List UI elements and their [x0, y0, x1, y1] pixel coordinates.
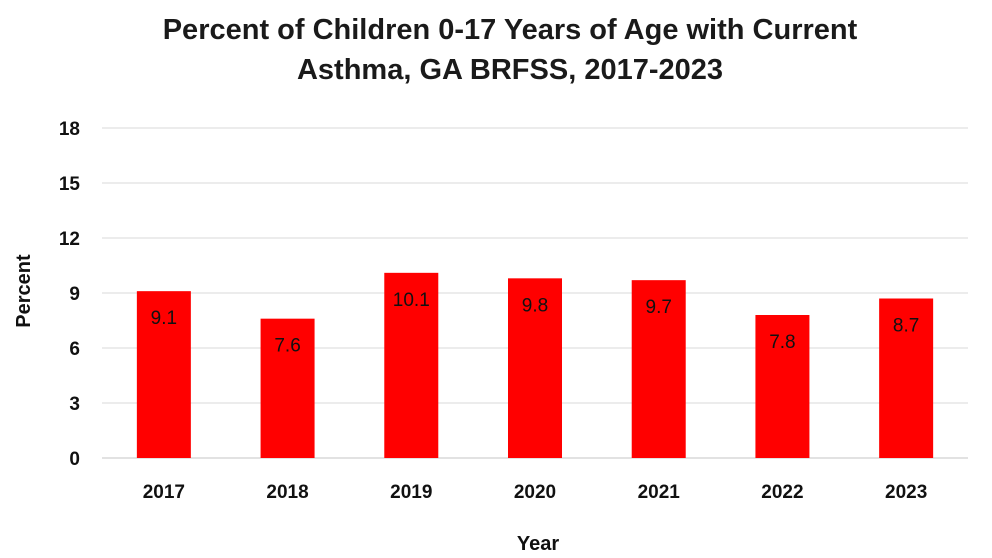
data-label: 10.1: [393, 290, 430, 311]
x-tick-label: 2020: [514, 482, 556, 503]
chart-title-line-2: Asthma, GA BRFSS, 2017-2023: [296, 54, 724, 86]
chart-title-line-1: Percent of Children 0-17 Years of Age wi…: [162, 14, 858, 46]
x-axis-ticks: 2017 2018 2019 2020 2021 2022 2023: [143, 482, 928, 503]
x-tick-label: 2019: [390, 482, 432, 503]
bar: [384, 272, 439, 458]
y-tick-label: 0: [69, 449, 80, 470]
y-axis-ticks: 0 3 6 9 12 15 18: [59, 119, 81, 470]
y-axis-title: Percent: [13, 254, 35, 328]
y-tick-label: 9: [69, 284, 80, 305]
y-tick-label: 15: [59, 174, 81, 195]
x-tick-label: 2022: [761, 482, 803, 503]
data-label: 7.8: [769, 332, 795, 353]
x-tick-label: 2023: [885, 482, 927, 503]
bar: [508, 278, 562, 458]
x-tick-label: 2017: [143, 482, 185, 503]
data-labels: 9.1 7.6 10.1 9.8 9.7 7.8 8.7: [151, 290, 920, 357]
y-tick-label: 3: [69, 394, 80, 415]
bar: [755, 315, 810, 458]
data-label: 9.1: [151, 308, 177, 329]
y-tick-label: 12: [59, 229, 80, 250]
x-tick-label: 2018: [266, 482, 308, 503]
bar: [879, 298, 934, 458]
chart-title: Percent of Children 0-17 Years of Age wi…: [60, 10, 960, 90]
bars: [136, 272, 934, 458]
y-tick-label: 18: [59, 119, 80, 140]
x-axis-title: Year: [517, 533, 559, 555]
bar: [136, 291, 191, 458]
data-label: 9.7: [646, 297, 672, 318]
y-tick-label: 6: [69, 339, 80, 360]
data-label: 8.7: [893, 316, 919, 337]
data-label: 7.6: [274, 336, 300, 357]
bar: [631, 280, 686, 458]
data-label: 9.8: [522, 295, 548, 316]
bar: [260, 318, 315, 458]
x-tick-label: 2021: [638, 482, 681, 503]
